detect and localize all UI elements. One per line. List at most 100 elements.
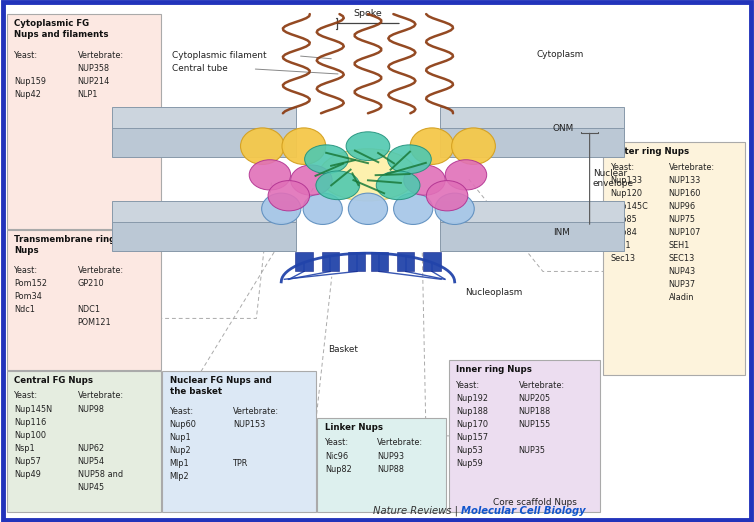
Ellipse shape — [348, 193, 388, 224]
Text: Molecular Cell Biology: Molecular Cell Biology — [461, 506, 586, 516]
Ellipse shape — [268, 181, 309, 211]
FancyBboxPatch shape — [449, 360, 600, 512]
Text: Nup53: Nup53 — [456, 446, 483, 455]
Bar — [397, 252, 415, 271]
Text: Seh1: Seh1 — [611, 241, 631, 250]
FancyBboxPatch shape — [317, 418, 446, 512]
FancyBboxPatch shape — [162, 371, 316, 512]
Ellipse shape — [262, 193, 301, 224]
Text: Central FG Nups: Central FG Nups — [14, 376, 93, 385]
Text: NUP62: NUP62 — [78, 444, 105, 453]
FancyBboxPatch shape — [3, 2, 751, 520]
Text: Nup85: Nup85 — [611, 215, 637, 224]
Polygon shape — [440, 201, 624, 230]
Text: Mlp1: Mlp1 — [170, 459, 189, 468]
Ellipse shape — [452, 128, 495, 164]
Text: Yeast:: Yeast: — [14, 266, 38, 275]
Text: Nup192: Nup192 — [456, 394, 488, 403]
Text: NUP96: NUP96 — [669, 202, 696, 211]
Text: NUP88: NUP88 — [377, 465, 404, 473]
Text: NUP358: NUP358 — [78, 64, 110, 73]
Text: Cytoplasmic filament: Cytoplasmic filament — [172, 51, 266, 61]
Text: Vertebrate:: Vertebrate: — [519, 381, 565, 390]
Text: NLP1: NLP1 — [78, 90, 98, 99]
Polygon shape — [440, 128, 624, 157]
Text: Inner ring Nups: Inner ring Nups — [456, 365, 532, 374]
Text: Nup1: Nup1 — [170, 433, 192, 442]
Text: Core scaffold Nups: Core scaffold Nups — [493, 497, 578, 507]
Text: NUP43: NUP43 — [669, 267, 696, 276]
FancyBboxPatch shape — [7, 230, 161, 370]
Ellipse shape — [249, 160, 291, 190]
Text: NUP54: NUP54 — [78, 457, 105, 466]
Text: Ndc1: Ndc1 — [14, 305, 35, 314]
Text: NUP188: NUP188 — [519, 407, 550, 416]
Text: Vertebrate:: Vertebrate: — [78, 392, 124, 400]
Text: Sec13: Sec13 — [611, 254, 636, 263]
Text: Aladin: Aladin — [669, 293, 694, 302]
Text: Central tube: Central tube — [172, 64, 228, 74]
Ellipse shape — [305, 145, 348, 173]
Polygon shape — [440, 222, 624, 251]
Text: Pom34: Pom34 — [14, 292, 42, 301]
Text: Nsp1: Nsp1 — [14, 444, 35, 453]
Ellipse shape — [319, 149, 417, 201]
Text: Nup59: Nup59 — [456, 459, 483, 468]
Text: Cytoplasmic FG
Nups and filaments: Cytoplasmic FG Nups and filaments — [14, 19, 109, 40]
Text: NUP93: NUP93 — [377, 452, 404, 460]
Text: Nup60: Nup60 — [170, 420, 197, 429]
Text: SEH1: SEH1 — [669, 241, 690, 250]
FancyBboxPatch shape — [7, 371, 161, 512]
Text: NDC1: NDC1 — [78, 305, 101, 314]
Text: Nup120: Nup120 — [611, 189, 642, 198]
Text: Vertebrate:: Vertebrate: — [78, 266, 124, 275]
Text: Spoke: Spoke — [354, 9, 382, 18]
Text: NUP37: NUP37 — [669, 280, 696, 289]
Bar — [371, 252, 388, 271]
Text: Nup157: Nup157 — [456, 433, 488, 442]
Text: ONM: ONM — [553, 124, 574, 133]
Bar — [348, 252, 365, 271]
Text: Vertebrate:: Vertebrate: — [669, 163, 715, 172]
Text: GP210: GP210 — [78, 279, 104, 288]
Ellipse shape — [435, 193, 474, 224]
Ellipse shape — [388, 145, 431, 173]
FancyBboxPatch shape — [603, 142, 745, 375]
Text: POM121: POM121 — [78, 318, 112, 327]
Ellipse shape — [376, 171, 420, 200]
Text: Nuclear
envelope: Nuclear envelope — [593, 169, 633, 188]
Text: Nuclear FG Nups and
the basket: Nuclear FG Nups and the basket — [170, 376, 271, 396]
Polygon shape — [112, 222, 296, 251]
Text: Nup145N: Nup145N — [14, 405, 53, 413]
Text: Yeast:: Yeast: — [325, 438, 349, 447]
Text: Nature Reviews |: Nature Reviews | — [373, 505, 461, 516]
Text: NUP205: NUP205 — [519, 394, 550, 403]
Ellipse shape — [241, 128, 284, 164]
Text: Nup2: Nup2 — [170, 446, 192, 455]
Text: Yeast:: Yeast: — [14, 392, 38, 400]
Text: Nup42: Nup42 — [14, 90, 41, 99]
Text: Linker Nups: Linker Nups — [325, 423, 383, 432]
Ellipse shape — [303, 193, 342, 224]
Text: Cytoplasm: Cytoplasm — [537, 50, 584, 59]
Text: Pom152: Pom152 — [14, 279, 48, 288]
Text: Nup116: Nup116 — [14, 418, 47, 426]
Text: NUP155: NUP155 — [519, 420, 550, 429]
Text: Nup188: Nup188 — [456, 407, 488, 416]
Text: Basket: Basket — [328, 345, 358, 354]
Text: Yeast:: Yeast: — [14, 51, 38, 60]
Text: NUP107: NUP107 — [669, 228, 700, 237]
Ellipse shape — [394, 193, 433, 224]
Text: NUP75: NUP75 — [669, 215, 696, 224]
Bar — [295, 252, 312, 271]
Ellipse shape — [346, 132, 390, 161]
Text: Mlp2: Mlp2 — [170, 472, 189, 481]
Text: Nup84: Nup84 — [611, 228, 638, 237]
Text: NUP58 and: NUP58 and — [78, 470, 123, 479]
Text: Nup170: Nup170 — [456, 420, 488, 429]
Text: Nup57: Nup57 — [14, 457, 41, 466]
Text: NUP133: NUP133 — [669, 176, 700, 185]
Text: Nic96: Nic96 — [325, 452, 348, 460]
Ellipse shape — [290, 165, 332, 195]
Text: NUP153: NUP153 — [233, 420, 265, 429]
